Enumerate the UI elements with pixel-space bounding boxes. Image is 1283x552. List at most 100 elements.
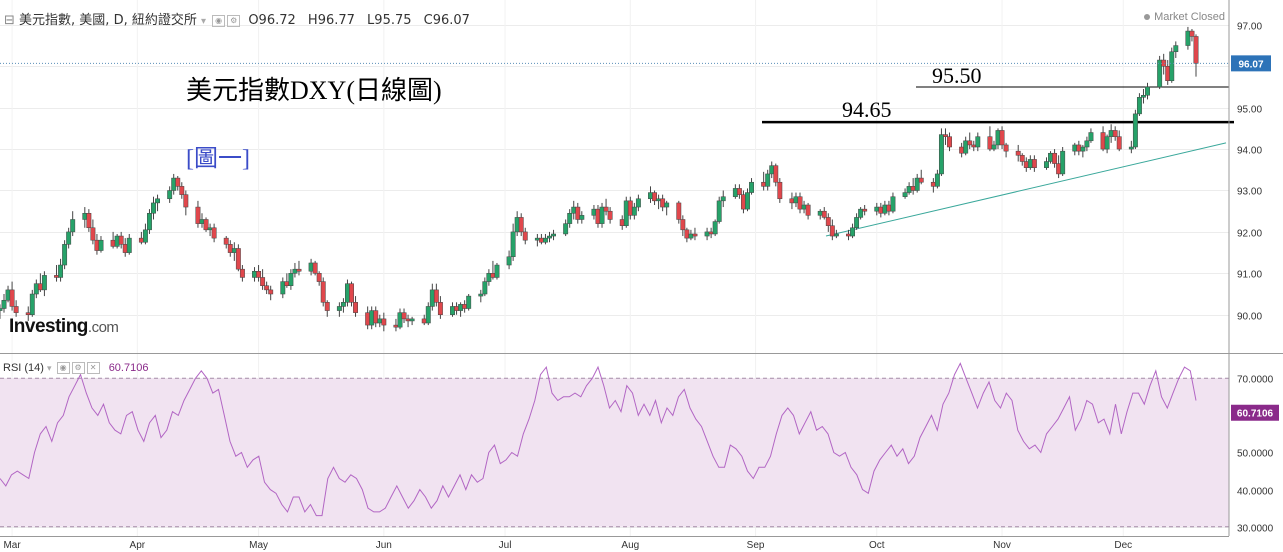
- rsi-overbought-oversold-band: [0, 378, 1229, 527]
- candle: [458, 302, 464, 317]
- candle: [732, 184, 738, 199]
- candle: [369, 306, 375, 330]
- candle: [999, 126, 1005, 150]
- price-tick-label: 90.00: [1237, 312, 1262, 323]
- rsi-tick-label: 50.0000: [1237, 449, 1274, 460]
- symbol-dropdown-icon[interactable]: ▾: [201, 16, 207, 27]
- candle: [227, 240, 233, 257]
- candle: [1173, 41, 1179, 58]
- minimize-icon[interactable]: ⊟: [4, 13, 15, 28]
- candle: [397, 308, 403, 330]
- candle: [704, 227, 710, 241]
- candle: [1, 294, 7, 313]
- candle: [433, 283, 439, 307]
- candle: [308, 258, 314, 276]
- candle: [13, 300, 19, 317]
- candle: [761, 171, 767, 191]
- candle: [506, 250, 512, 270]
- candle: [256, 265, 262, 282]
- candle: [850, 223, 855, 239]
- candle: [1052, 149, 1058, 168]
- month-tick-label: Nov: [993, 540, 1011, 551]
- candle: [353, 296, 358, 317]
- candle: [486, 269, 492, 286]
- rsi-tick-label: 70.0000: [1237, 375, 1274, 386]
- candle: [29, 289, 35, 317]
- time-axis-labels: Mar Apr May Jun Jul Aug Sep Oct Nov Dec: [3, 540, 1132, 551]
- month-tick-label: Jul: [499, 540, 512, 551]
- status-dot-icon: [1144, 14, 1151, 21]
- candle: [1116, 130, 1122, 152]
- candle: [745, 188, 750, 212]
- candle: [987, 126, 993, 152]
- candle: [797, 192, 803, 214]
- candle: [409, 316, 415, 326]
- eye-icon[interactable]: ◉: [56, 362, 70, 375]
- candle: [175, 176, 181, 191]
- gear-icon[interactable]: ⚙: [227, 14, 241, 27]
- eye-icon[interactable]: ◉: [212, 14, 226, 27]
- candle: [98, 236, 104, 253]
- candle: [70, 211, 76, 237]
- candle: [195, 200, 201, 228]
- candle: [1145, 82, 1150, 100]
- level-label-95-50: 95.50: [932, 62, 982, 88]
- candle: [284, 273, 290, 288]
- candle: [664, 200, 670, 216]
- candle: [1076, 140, 1082, 156]
- rsi-dropdown-icon[interactable]: ▾: [47, 363, 52, 373]
- rsi-line: [0, 362, 1197, 517]
- candle: [147, 209, 152, 234]
- candle: [543, 233, 548, 245]
- candle: [171, 173, 177, 195]
- candle: [316, 271, 322, 286]
- rsi-tick-label: 30.0000: [1237, 524, 1274, 535]
- candle: [833, 229, 839, 239]
- candle: [789, 192, 795, 210]
- candle: [902, 188, 908, 199]
- candle: [1088, 128, 1094, 143]
- candle: [478, 289, 484, 303]
- candle: [37, 273, 43, 292]
- price-tick-label: 91.00: [1237, 270, 1262, 281]
- candle: [975, 132, 981, 152]
- candle: [138, 231, 144, 245]
- candle: [708, 227, 714, 239]
- candle: [692, 227, 698, 241]
- candle: [720, 190, 726, 208]
- candle: [223, 236, 229, 249]
- candle: [623, 196, 629, 228]
- candle: [126, 233, 132, 255]
- gear-icon[interactable]: ⚙: [71, 362, 85, 375]
- candle: [854, 213, 860, 230]
- candle: [1100, 126, 1106, 152]
- close-icon[interactable]: ✕: [86, 362, 100, 375]
- candle: [122, 238, 128, 257]
- candle: [938, 128, 944, 176]
- rsi-tick-label: 40.0000: [1237, 487, 1274, 498]
- candle: [268, 285, 274, 301]
- candle: [603, 198, 609, 216]
- month-tick-label: Apr: [130, 540, 146, 551]
- candle: [906, 182, 912, 195]
- candle: [373, 306, 379, 328]
- candle: [793, 192, 799, 208]
- level-label-94-65: 94.65: [842, 97, 892, 123]
- candle: [656, 194, 662, 210]
- candle: [62, 240, 68, 270]
- candle: [1015, 144, 1021, 162]
- candle: [199, 213, 205, 228]
- candle: [33, 279, 39, 299]
- candle: [599, 202, 605, 228]
- candle: [86, 209, 92, 232]
- candle: [405, 314, 411, 328]
- candle: [518, 213, 524, 237]
- candle: [918, 169, 924, 185]
- trendline: [825, 142, 1227, 237]
- candle: [740, 190, 746, 214]
- settings-icons[interactable]: ◉ ⚙: [210, 13, 241, 28]
- candle: [320, 277, 326, 307]
